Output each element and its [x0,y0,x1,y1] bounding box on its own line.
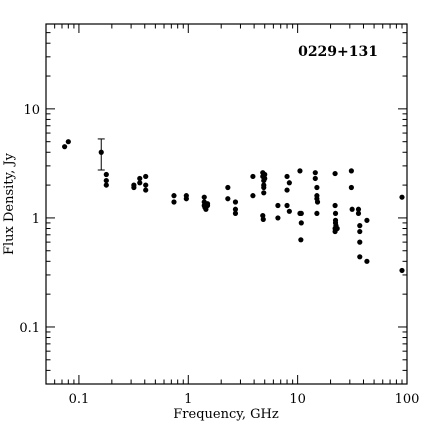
data-point [250,193,256,199]
data-point [98,149,104,155]
data-point [225,184,231,191]
data-point [275,202,281,209]
data-point [143,182,149,188]
data-point [332,210,339,217]
data-point [364,217,370,223]
data-point [348,168,354,174]
data-point [312,170,318,176]
data-point [137,175,143,182]
x-tick-label: 0.1 [69,392,90,407]
data-point [65,139,71,145]
data-point [399,194,405,200]
data-point [232,210,239,217]
data-point [297,168,303,174]
chart-title: 0229+131 [298,44,378,60]
data-point [250,173,256,180]
data-point [357,223,363,229]
data-point [314,199,321,205]
data-point [357,254,363,260]
y-tick-label: 1 [32,212,40,227]
data-point [284,202,290,209]
data-point [183,196,189,202]
data-point [225,196,231,202]
data-point [261,184,267,191]
data-point [284,173,290,180]
data-point [286,208,292,214]
data-point [312,175,318,182]
data-point [355,206,362,212]
y-axis-label: Flux Density, Jy [2,152,17,255]
data-point [332,202,338,209]
data-point [399,267,405,274]
axis-tick-labels: 0.1 1 10 100 0.1 1 10 [19,103,419,407]
data-point [103,177,109,184]
data-point [262,171,268,178]
data-point [298,210,304,217]
axis-ticks [45,23,408,385]
x-tick-label: 100 [395,392,420,407]
data-point [171,199,177,205]
data-point [314,184,320,191]
data-point [349,206,355,212]
x-axis-label: Frequency, GHz [173,407,279,422]
data-point [262,175,268,182]
data-point [261,190,267,196]
data-point [332,170,338,177]
data-point [355,210,362,217]
data-point [204,201,211,207]
data-point [298,237,304,243]
data-point [201,194,207,200]
x-tick-label: 1 [184,392,192,407]
y-tick-label: 0.1 [19,321,40,336]
data-point [275,215,281,221]
data-points [62,139,405,274]
data-point [314,210,320,217]
data-point [232,206,239,212]
data-point [103,171,109,178]
y-tick-label: 10 [23,103,40,118]
data-point [143,187,149,193]
data-point [348,184,354,191]
data-point [357,228,363,235]
data-point [260,216,266,222]
data-point [286,180,292,186]
data-point [137,180,143,186]
data-point [357,239,363,245]
data-point [103,182,109,188]
data-point [143,173,149,180]
x-tick-label: 10 [289,392,306,407]
plot-frame [45,23,408,385]
data-point [131,184,137,191]
data-point [364,258,370,264]
data-point [334,225,340,232]
data-point [62,144,68,150]
data-point [284,187,290,193]
data-point [171,193,177,199]
data-point [298,220,304,226]
data-point [232,199,239,205]
